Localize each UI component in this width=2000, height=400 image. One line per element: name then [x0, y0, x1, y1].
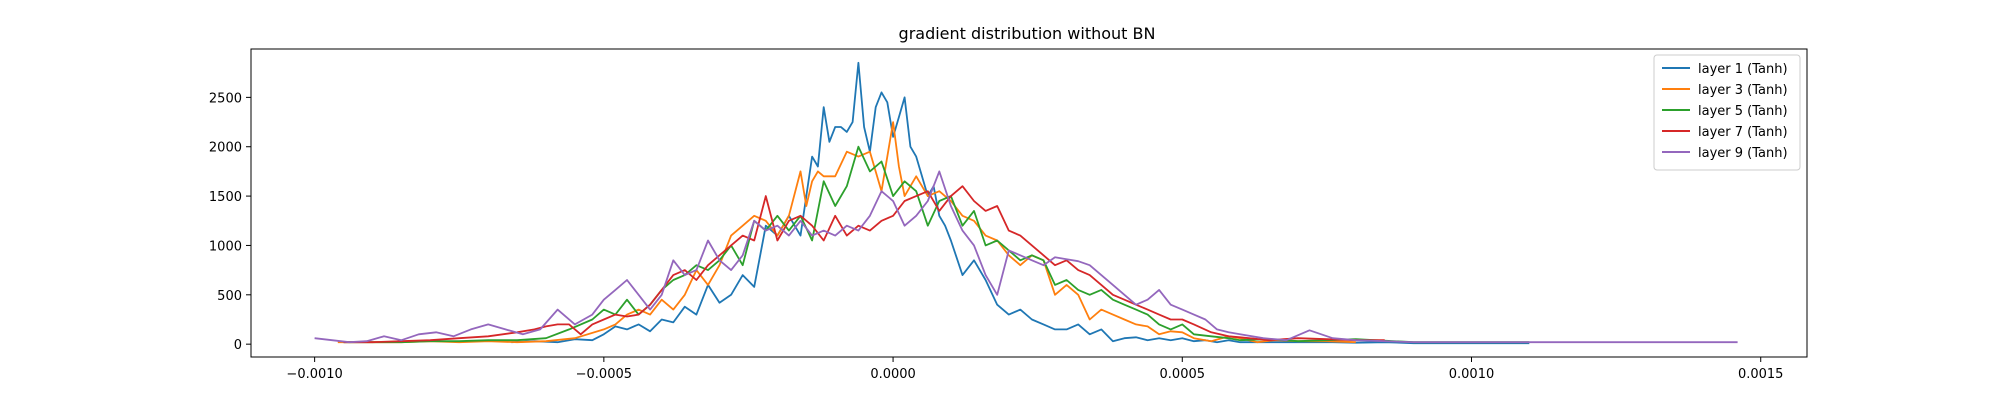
series-line-4	[343, 185, 1385, 344]
y-tick-label: 2000	[209, 141, 242, 156]
x-tick-label: −0.0010	[286, 367, 342, 382]
y-axis: 0 500 1000 1500 2000 2500	[209, 91, 251, 353]
legend-label: layer 9 (Tanh)	[1698, 146, 1788, 161]
legend-label: layer 5 (Tanh)	[1698, 104, 1788, 119]
legend-box	[1653, 54, 1801, 171]
y-tick-label: 1500	[209, 190, 242, 205]
x-tick-label: 0.0000	[870, 367, 916, 382]
y-tick-label: 500	[217, 289, 242, 304]
chart-title: gradient distribution without BN	[899, 24, 1156, 43]
series-line-2	[337, 121, 1356, 344]
x-tick-label: 0.0005	[1160, 367, 1206, 382]
legend: layer 1 (Tanh) layer 3 (Tanh) layer 5 (Tan…	[1653, 54, 1801, 171]
x-axis: −0.0010 −0.0005 0.0000 0.0005 0.0010 0.0015	[286, 357, 1783, 382]
y-tick-label: 0	[234, 338, 242, 353]
series-lines	[314, 61, 1738, 345]
series-line-3	[343, 145, 1530, 344]
x-tick-label: −0.0005	[576, 367, 632, 382]
legend-label: layer 7 (Tanh)	[1698, 125, 1788, 140]
axes-frame	[250, 48, 1808, 358]
plot-area	[250, 48, 1808, 358]
y-tick-label: 2500	[209, 91, 242, 106]
y-tick-label: 1000	[209, 239, 242, 254]
x-tick-label: 0.0010	[1449, 367, 1495, 382]
legend-label: layer 1 (Tanh)	[1698, 62, 1788, 77]
x-tick-label: 0.0015	[1738, 367, 1784, 382]
series-line-5	[314, 170, 1738, 344]
legend-label: layer 3 (Tanh)	[1698, 83, 1788, 98]
